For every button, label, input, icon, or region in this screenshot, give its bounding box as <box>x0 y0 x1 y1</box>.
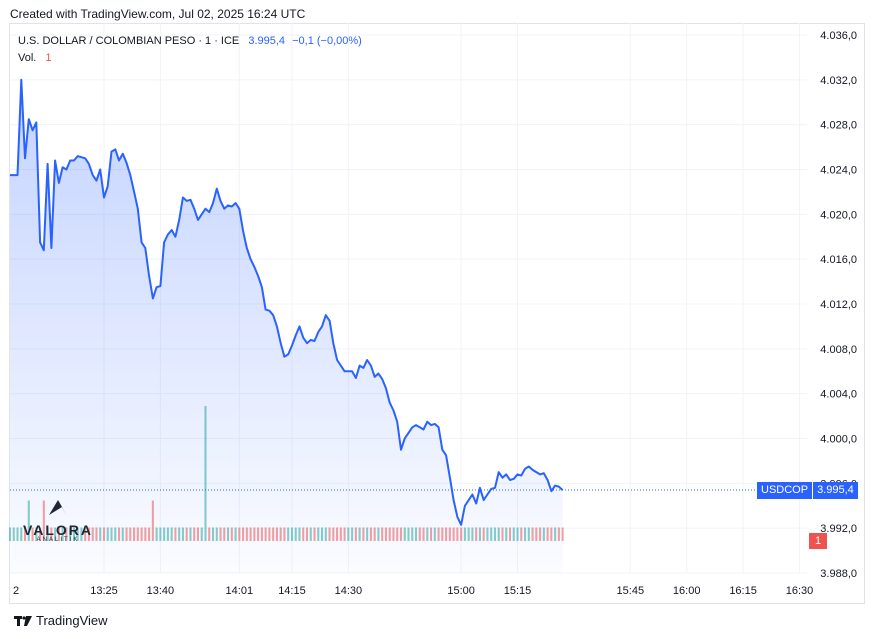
price-tick-label: 3.988,0 <box>820 568 857 580</box>
valora-logo: VALORA ANALITIK <box>22 497 94 543</box>
last-price-tag: USDCOP 3.995,4 <box>757 481 858 499</box>
price-tick-label: 4.020,0 <box>820 209 857 221</box>
time-tick-label: 14:15 <box>278 585 306 597</box>
tradingview-footer[interactable]: TradingView <box>14 613 108 628</box>
time-tick-label: 16:30 <box>786 585 814 597</box>
price-tick-label: 4.028,0 <box>820 120 857 132</box>
time-tick-label: 13:40 <box>147 585 175 597</box>
time-tick-label: 15:15 <box>504 585 532 597</box>
tradingview-brand: TradingView <box>36 613 108 628</box>
time-tick-label: 13:25 <box>90 585 118 597</box>
volume-legend: Vol. 1 <box>18 52 52 64</box>
chart-legend: U.S. DOLLAR / COLOMBIAN PESO · 1 · ICE 3… <box>18 35 362 47</box>
price-tick-label: 4.036,0 <box>820 30 857 42</box>
volume-value: 1 <box>45 52 52 64</box>
price-area-fill <box>10 79 563 574</box>
price-tick-label: 4.008,0 <box>820 344 857 356</box>
volume-label: Vol. <box>18 52 37 64</box>
symbol-title: U.S. DOLLAR / COLOMBIAN PESO · 1 · ICE <box>18 35 240 47</box>
price-tick-label: 3.992,0 <box>820 523 857 535</box>
price-tick-label: 4.000,0 <box>820 434 857 446</box>
price-tick-label: 4.016,0 <box>820 254 857 266</box>
volume-bar <box>561 527 564 541</box>
price-tag-ticker: USDCOP <box>757 481 813 499</box>
change-value: −0,1 (−0,00%) <box>292 35 362 47</box>
volume-tag: 1 <box>809 533 827 549</box>
created-with-caption: Created with TradingView.com, Jul 02, 20… <box>10 7 306 21</box>
time-tick-label: 15:00 <box>447 585 475 597</box>
time-tick-label: 16:00 <box>673 585 701 597</box>
chart-frame <box>9 23 865 604</box>
price-area <box>10 79 563 574</box>
last-value: 3.995,4 <box>248 35 286 47</box>
price-tick-label: 4.012,0 <box>820 299 857 311</box>
time-tick-label: 2 <box>13 585 19 597</box>
logo-word: VALORA <box>22 522 94 538</box>
valora-mountain-icon <box>49 500 66 515</box>
time-tick-label: 14:30 <box>335 585 363 597</box>
logo-sub: ANALITIK <box>36 537 80 543</box>
time-tick-label: 16:15 <box>729 585 757 597</box>
price-tick-label: 4.004,0 <box>820 389 857 401</box>
time-axis: 2 13:25 13:40 14:01 14:15 14:30 15:00 15:15 15:4… <box>13 585 813 597</box>
price-tick-label: 4.024,0 <box>820 165 857 177</box>
tradingview-logo-icon <box>14 615 32 626</box>
time-tick-label: 14:01 <box>226 585 254 597</box>
price-line <box>10 78 564 526</box>
price-tag-value: 3.995,4 <box>813 481 858 499</box>
price-line-path <box>10 78 564 526</box>
time-tick-label: 15:45 <box>617 585 645 597</box>
price-tick-label: 4.032,0 <box>820 75 857 87</box>
